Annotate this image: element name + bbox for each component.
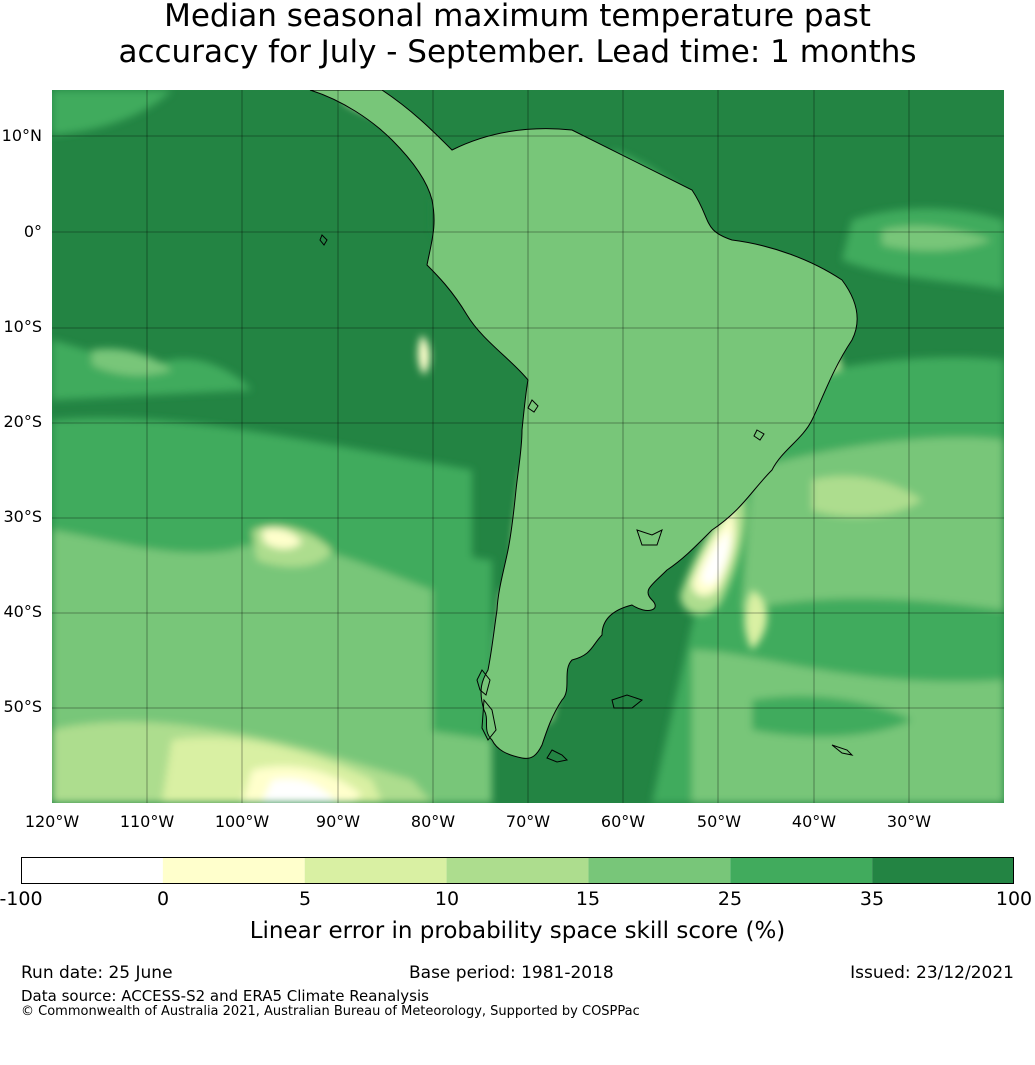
lat-label-40s: 40°S xyxy=(3,602,42,621)
colorbar-band-6 xyxy=(872,857,1014,884)
lat-label-30s: 30°S xyxy=(3,507,42,526)
lat-label-10s: 10°S xyxy=(3,317,42,336)
map-canvas xyxy=(52,90,1004,803)
graticule xyxy=(52,90,1004,803)
lon-label-120w: 120°W xyxy=(24,812,80,831)
skill-score-map xyxy=(52,90,1004,803)
lat-label-0: 0° xyxy=(23,222,42,241)
lon-label-100w: 100°W xyxy=(214,812,270,831)
copyright: © Commonwealth of Australia 2021, Austra… xyxy=(21,1004,640,1019)
colorbar xyxy=(21,857,1014,884)
lat-label-50s: 50°S xyxy=(3,697,42,716)
atlantic-streak xyxy=(680,490,767,650)
colorbar-tick-3: 10 xyxy=(434,888,460,910)
lon-label-50w: 50°W xyxy=(696,812,742,831)
run-date: Run date: 25 June xyxy=(21,963,173,983)
map-title-line1: Median seasonal maximum temperature past xyxy=(164,0,871,34)
colorbar-band-2 xyxy=(304,857,447,884)
colorbar-band-5 xyxy=(730,857,873,884)
data-source: Data source: ACCESS-S2 and ERA5 Climate … xyxy=(21,987,429,1005)
colorbar-tick-1: 0 xyxy=(156,888,170,910)
colorbar-frame xyxy=(21,857,1014,884)
islands-and-lakes xyxy=(319,234,854,763)
colorbar-tick-2: 5 xyxy=(298,888,312,910)
lon-label-60w: 60°W xyxy=(600,812,646,831)
colorbar-label: Linear error in probability space skill … xyxy=(249,918,786,944)
colorbar-band-4 xyxy=(588,857,731,884)
colorbar-tick-7: 100 xyxy=(995,888,1033,910)
map-title-line2: accuracy for July - September. Lead time… xyxy=(118,34,917,70)
colorbar-tick-4: 15 xyxy=(575,888,601,910)
lon-label-70w: 70°W xyxy=(505,812,551,831)
lon-label-40w: 40°W xyxy=(791,812,837,831)
base-period: Base period: 1981-2018 xyxy=(409,963,614,983)
colorbar-band-1 xyxy=(162,857,305,884)
colorbar-band-0 xyxy=(21,857,163,884)
lon-label-80w: 80°W xyxy=(410,812,456,831)
lon-label-90w: 90°W xyxy=(315,812,361,831)
colorbar-tick-5: 25 xyxy=(717,888,743,910)
lat-label-20s: 20°S xyxy=(3,412,42,431)
lon-label-30w: 30°W xyxy=(886,812,932,831)
colorbar-tick-6: 35 xyxy=(859,888,885,910)
colorbar-band-3 xyxy=(446,857,589,884)
lat-label-10n: 10°N xyxy=(1,126,42,145)
southern-ocean-bands xyxy=(52,90,1004,803)
lon-label-110w: 110°W xyxy=(119,812,175,831)
colorbar-tick-0: -100 xyxy=(0,888,43,910)
issued-date: Issued: 23/12/2021 xyxy=(850,963,1014,983)
